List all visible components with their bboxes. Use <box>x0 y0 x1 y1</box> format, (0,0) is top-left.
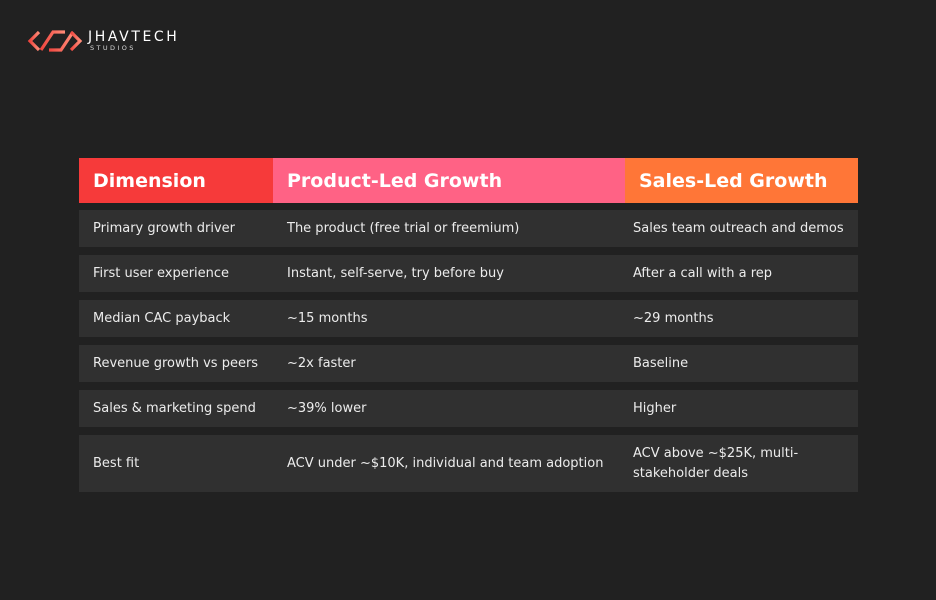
brand-subtitle: STUDIOS <box>90 44 136 53</box>
cell-sales-led: ACV above ~$25K, multi-stakeholder deals <box>633 445 799 481</box>
cell-product-led: ~15 months <box>287 310 368 326</box>
cell-dimension: First user experience <box>93 265 230 281</box>
header-product-led-growth: Product-Led Growth <box>273 158 625 203</box>
table-row: Median CAC payback ~15 months ~29 months <box>79 300 858 337</box>
table-header-row: Dimension Product-Led Growth Sales-Led G… <box>79 158 858 203</box>
cell-product-led: Instant, self-serve, try before buy <box>287 265 504 281</box>
cell-product-led: ~2x faster <box>287 355 356 371</box>
cell-dimension: Primary growth driver <box>93 220 235 236</box>
cell-product-led: The product (free trial or freemium) <box>287 220 520 236</box>
cell-dimension: Median CAC payback <box>93 310 231 326</box>
brand-text: JHAVTECH STUDIOS <box>88 30 179 52</box>
cell-product-led: ~39% lower <box>287 400 367 416</box>
jhavtech-logo-icon <box>27 30 83 52</box>
brand-name: JHAVTECH <box>88 29 180 46</box>
header-sales-led-growth: Sales-Led Growth <box>625 158 858 203</box>
table-row: Sales & marketing spend ~39% lower Highe… <box>79 390 858 427</box>
cell-sales-led: Sales team outreach and demos <box>633 220 844 236</box>
table-row: Primary growth driver The product (free … <box>79 210 858 247</box>
cell-dimension: Revenue growth vs peers <box>93 355 259 371</box>
brand-logo: JHAVTECH STUDIOS <box>27 28 179 54</box>
cell-dimension: Best fit <box>93 455 140 471</box>
cell-dimension: Sales & marketing spend <box>93 400 256 416</box>
cell-sales-led: ~29 months <box>633 310 714 326</box>
cell-sales-led: After a call with a rep <box>633 265 773 281</box>
cell-product-led: ACV under ~$10K, individual and team ado… <box>287 455 604 471</box>
table-row: Best fit ACV under ~$10K, individual and… <box>79 435 858 492</box>
cell-sales-led: Higher <box>633 400 677 416</box>
comparison-table: Dimension Product-Led Growth Sales-Led G… <box>79 158 858 500</box>
table-row: Revenue growth vs peers ~2x faster Basel… <box>79 345 858 382</box>
header-dimension: Dimension <box>79 158 273 203</box>
table-row: First user experience Instant, self-serv… <box>79 255 858 292</box>
cell-sales-led: Baseline <box>633 355 689 371</box>
